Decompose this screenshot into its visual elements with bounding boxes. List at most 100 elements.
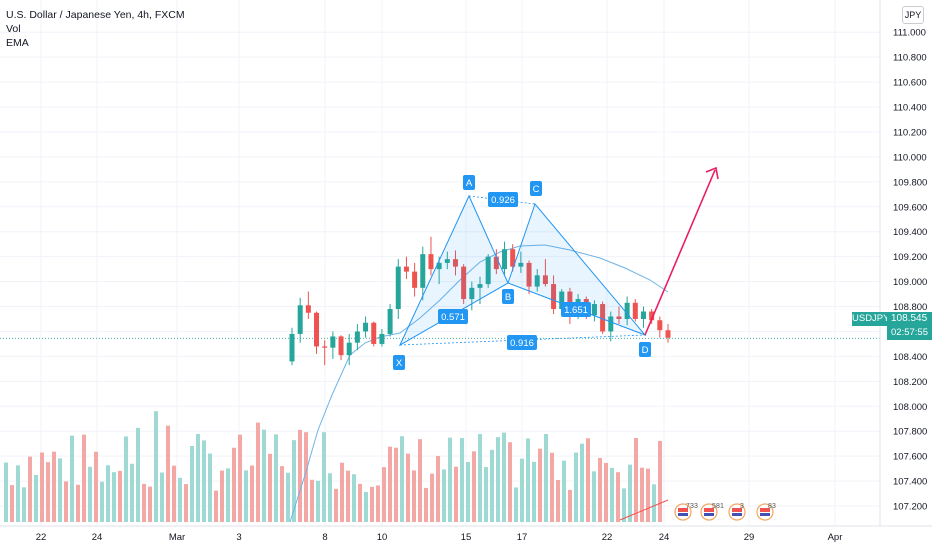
volume-bar bbox=[604, 462, 608, 522]
volume-bar bbox=[568, 489, 572, 522]
volume-bar bbox=[478, 433, 482, 522]
candle-body bbox=[452, 259, 458, 267]
volume-bar bbox=[28, 456, 32, 522]
candle-body bbox=[395, 266, 401, 310]
pattern-point-badge bbox=[393, 355, 405, 370]
candle-body bbox=[534, 275, 540, 287]
volume-bar bbox=[154, 411, 158, 522]
candle-body bbox=[403, 266, 409, 272]
candle-body bbox=[412, 271, 418, 288]
volume-bar bbox=[10, 485, 14, 522]
candle-body bbox=[436, 262, 442, 270]
candle-body bbox=[477, 284, 483, 288]
volume-bar bbox=[118, 470, 122, 522]
volume-bar bbox=[508, 442, 512, 522]
volume-bar bbox=[244, 470, 248, 522]
event-flag-stripe bbox=[760, 508, 770, 512]
price-tick-label: 108.000 bbox=[893, 402, 927, 413]
pattern-ratio-label: 0.926 bbox=[491, 195, 515, 206]
volume-bar bbox=[364, 491, 368, 522]
arrow-line bbox=[644, 169, 716, 336]
event-count-label: 7 bbox=[686, 503, 690, 510]
time-tick-label: 15 bbox=[461, 532, 472, 543]
indicator-vol[interactable]: Vol bbox=[6, 23, 21, 35]
volume-bar bbox=[352, 474, 356, 522]
volume-bar bbox=[70, 435, 74, 522]
candle-body bbox=[354, 331, 360, 343]
volume-bar bbox=[436, 455, 440, 522]
volume-bar bbox=[646, 468, 650, 522]
time-tick-label: 8 bbox=[322, 532, 327, 543]
volume-bar bbox=[388, 446, 392, 522]
volume-bar bbox=[16, 465, 20, 522]
volume-bar bbox=[550, 452, 554, 522]
volume-bar bbox=[4, 462, 8, 522]
candle-body bbox=[502, 249, 508, 270]
volume-bar bbox=[466, 462, 470, 522]
event-count-label: 8 bbox=[716, 503, 720, 510]
volume-bar bbox=[598, 457, 602, 522]
volume-bar bbox=[454, 466, 458, 522]
volume-bars bbox=[4, 411, 662, 522]
pattern-ratio-badge bbox=[488, 192, 518, 207]
marker-trend bbox=[619, 499, 669, 521]
price-tick-label: 108.200 bbox=[893, 377, 927, 388]
event-count-label: 5 bbox=[712, 503, 716, 510]
time-tick-label: 24 bbox=[92, 532, 103, 543]
pattern-ratio-line bbox=[399, 282, 509, 346]
pattern-point-badge bbox=[463, 175, 475, 190]
candle-body bbox=[314, 312, 320, 347]
volume-bar bbox=[304, 432, 308, 522]
candle-body bbox=[559, 291, 565, 310]
last-price-tag: USDJPY 108.545 02:57:55 bbox=[852, 312, 932, 340]
candle-body bbox=[632, 302, 638, 319]
volume-bar bbox=[418, 439, 422, 522]
event-flag-stripe bbox=[732, 513, 742, 516]
volume-bar bbox=[484, 467, 488, 522]
candle-body bbox=[542, 275, 548, 285]
xabcd-pattern: X A B C D 0.571 0.926 1.651 0.916 bbox=[393, 175, 651, 370]
volume-bar bbox=[592, 471, 596, 522]
volume-bar bbox=[316, 480, 320, 522]
event-count-label: 8 bbox=[768, 503, 772, 510]
volume-bar bbox=[226, 468, 230, 522]
volume-bar bbox=[460, 438, 464, 522]
pattern-ratio-badge bbox=[507, 335, 537, 350]
candle-body bbox=[608, 316, 614, 332]
price-tick-label: 109.800 bbox=[893, 177, 927, 188]
time-tick-label: 3 bbox=[236, 532, 241, 543]
volume-bar bbox=[106, 465, 110, 522]
volume-bar bbox=[172, 465, 176, 522]
event-count-label: 1 bbox=[720, 503, 724, 510]
currency-badge[interactable]: JPY bbox=[902, 6, 924, 24]
volume-bar bbox=[406, 453, 410, 522]
volume-bar bbox=[442, 469, 446, 522]
price-axis: 111.000 110.800 110.600 110.400 110.200 110.0… bbox=[879, 0, 927, 526]
price-tag-value: 108.545 bbox=[887, 312, 932, 326]
volume-bar bbox=[496, 437, 500, 522]
candle-body bbox=[526, 262, 532, 287]
volume-bar bbox=[502, 432, 506, 522]
pattern-point-badge bbox=[639, 342, 651, 357]
volume-bar bbox=[232, 447, 236, 522]
volume-bar bbox=[94, 451, 98, 522]
volume-bar bbox=[286, 472, 290, 522]
indicator-ema[interactable]: EMA bbox=[6, 37, 29, 49]
volume-bar bbox=[130, 463, 134, 522]
time-tick-label: Mar bbox=[169, 532, 185, 543]
volume-bar bbox=[526, 438, 530, 522]
price-tick-label: 110.400 bbox=[893, 103, 927, 114]
pattern-point-badge bbox=[502, 289, 514, 304]
candle-body bbox=[600, 304, 606, 332]
symbol-title[interactable]: U.S. Dollar / Japanese Yen, 4h, FXCM bbox=[6, 9, 185, 21]
candle-body bbox=[338, 336, 344, 356]
pattern-ratio-badge bbox=[438, 309, 468, 324]
event-flag-stripe bbox=[704, 513, 714, 516]
candle-body bbox=[518, 262, 524, 267]
candle-body bbox=[428, 254, 434, 270]
volume-bar bbox=[358, 483, 362, 522]
time-tick-label: 24 bbox=[659, 532, 670, 543]
price-tick-label: 108.400 bbox=[893, 352, 927, 363]
